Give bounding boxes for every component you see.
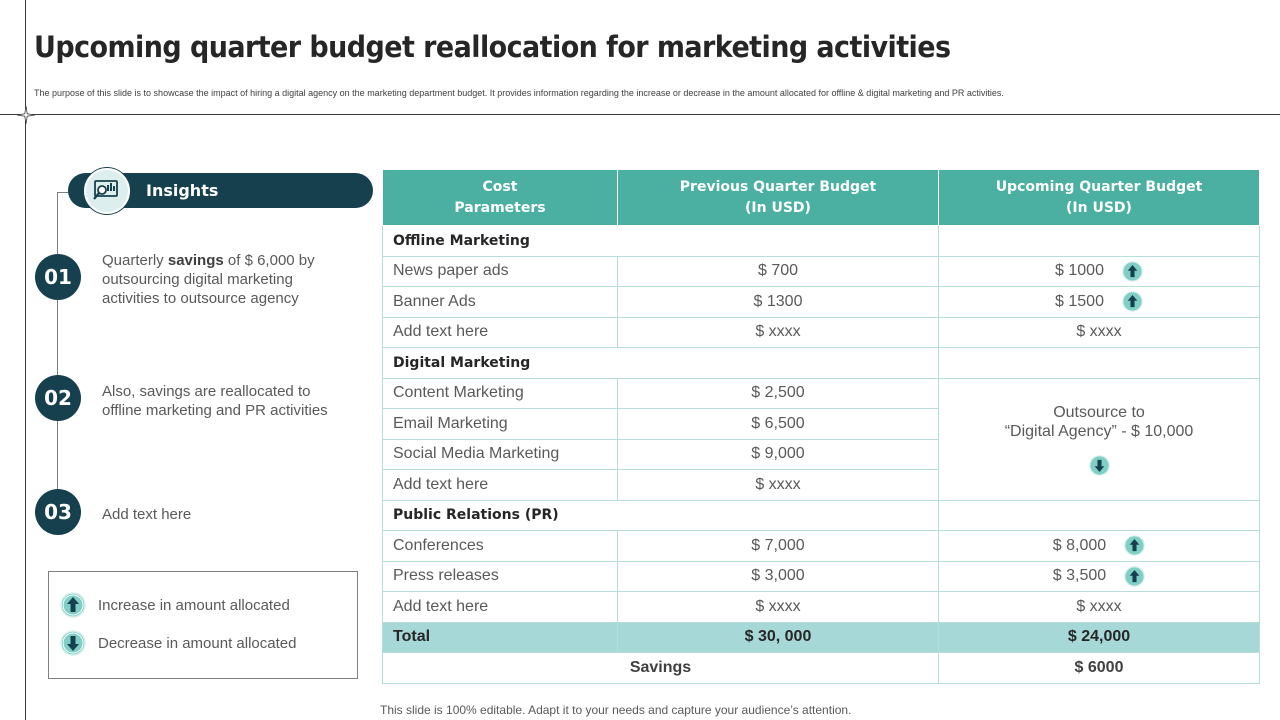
- analytics-monitor-icon: [84, 168, 130, 214]
- insight-number-3: 03: [35, 489, 81, 535]
- slide-subtitle: The purpose of this slide is to showcase…: [34, 88, 1004, 98]
- footer-note: This slide is 100% editable. Adapt it to…: [380, 703, 852, 717]
- table-row: News paper ads $ 700 $ 1000: [382, 255, 1260, 287]
- header-upcoming-budget: Upcoming Quarter Budget (In USD): [938, 169, 1260, 226]
- row-up: $ xxxx: [938, 591, 1260, 623]
- savings-label: Savings: [382, 652, 939, 684]
- row-prev: $ xxxx: [617, 316, 939, 348]
- row-prev: $ 7,000: [617, 530, 939, 562]
- section-offline-label: Offline Marketing: [382, 225, 939, 257]
- total-row: Total $ 30, 000 $ 24,000: [382, 621, 1260, 653]
- legend-increase: Increase in amount allocated: [60, 592, 290, 618]
- row-name: Add text here: [382, 591, 618, 623]
- arrow-up-circle-icon: [60, 592, 86, 618]
- table-row: Add text here $ xxxx $ xxxx: [382, 591, 1260, 623]
- row-prev: $ xxxx: [617, 591, 939, 623]
- insight-text-3: Add text here: [102, 506, 192, 523]
- row-prev: $ 1300: [617, 286, 939, 318]
- header-cost-parameters: Cost Parameters: [382, 169, 618, 226]
- table-row: Press releases $ 3,000 $ 3,500: [382, 560, 1260, 592]
- row-up: $ 8,000: [938, 530, 1260, 562]
- timeline-connector: [57, 192, 58, 512]
- arrow-down-circle-icon: [60, 630, 86, 656]
- savings-row: Savings $ 6000: [382, 652, 1260, 684]
- total-prev: $ 30, 000: [617, 621, 939, 653]
- header-previous-budget: Previous Quarter Budget (In USD): [617, 169, 939, 226]
- row-prev: $ 700: [617, 255, 939, 287]
- timeline-connector-top: [57, 192, 71, 193]
- legend-box: [48, 571, 358, 679]
- table-row: Social Media Marketing $ 9,000: [382, 438, 1260, 470]
- sparkle-icon: [17, 106, 35, 124]
- merged-line-1: Outsource to: [1053, 403, 1145, 421]
- row-up: $ 3,500: [938, 560, 1260, 592]
- row-name: Banner Ads: [382, 286, 618, 318]
- table-row: Banner Ads $ 1300 $ 1500: [382, 286, 1260, 318]
- insight-text-1-bold: savings: [167, 252, 224, 269]
- total-up: $ 24,000: [938, 621, 1260, 653]
- row-prev: $ 3,000: [617, 560, 939, 592]
- row-name: Email Marketing: [382, 408, 618, 440]
- table-header-row: Cost Parameters Previous Quarter Budget (I…: [382, 169, 1260, 226]
- arrow-up-circle-icon: [1122, 291, 1143, 313]
- insight-number-1: 01: [35, 254, 81, 300]
- insight-text-2: Also, savings are reallocated to offline…: [102, 383, 328, 419]
- row-name: Social Media Marketing: [382, 438, 618, 470]
- row-up: $ 1000: [938, 255, 1260, 287]
- frame-horizontal-line: [0, 114, 1280, 115]
- insights-header: Insights: [146, 181, 219, 200]
- frame-vertical-line: [25, 0, 26, 720]
- row-prev: $ 2,500: [617, 377, 939, 409]
- table-row: Add text here $ xxxx $ xxxx: [382, 316, 1260, 348]
- row-prev: $ 6,500: [617, 408, 939, 440]
- arrow-up-circle-icon: [1124, 535, 1145, 557]
- section-pr-label: Public Relations (PR): [382, 499, 939, 531]
- section-row-offline: Offline Marketing: [382, 225, 1260, 257]
- row-name: Add text here: [382, 316, 618, 348]
- legend-decrease: Decrease in amount allocated: [60, 630, 296, 656]
- row-prev: $ xxxx: [617, 469, 939, 501]
- row-name: Content Marketing: [382, 377, 618, 409]
- table-row: Add text here $ xxxx: [382, 469, 1260, 501]
- row-name: News paper ads: [382, 255, 618, 287]
- row-name: Conferences: [382, 530, 618, 562]
- budget-table: Cost Parameters Previous Quarter Budget (I…: [382, 169, 1260, 684]
- row-up: $ 1500: [938, 286, 1260, 318]
- savings-value: $ 6000: [938, 652, 1260, 684]
- table-row: Conferences $ 7,000 $ 8,000: [382, 530, 1260, 562]
- table-row: Content Marketing $ 2,500 Outsource to “…: [382, 377, 1260, 501]
- row-name: Add text here: [382, 469, 618, 501]
- row-prev: $ 9,000: [617, 438, 939, 470]
- arrow-down-circle-icon: [1088, 454, 1110, 476]
- insight-number-2: 02: [35, 375, 81, 421]
- section-digital-label: Digital Marketing: [382, 347, 939, 379]
- row-name: Press releases: [382, 560, 618, 592]
- arrow-up-circle-icon: [1124, 565, 1145, 587]
- merged-line-2: “Digital Agency” - $ 10,000: [1004, 422, 1194, 440]
- insight-text-1: Quarterly savings of $ 6,000 by outsourc…: [102, 252, 315, 307]
- section-row-digital: Digital Marketing: [382, 347, 1260, 379]
- total-label: Total: [382, 621, 618, 653]
- digital-merged-cell: Outsource to “Digital Agency” - $ 10,000: [938, 377, 1260, 501]
- legend-increase-label: Increase in amount allocated: [98, 596, 290, 614]
- slide-title: Upcoming quarter budget reallocation for…: [34, 30, 951, 64]
- section-row-pr: Public Relations (PR): [382, 499, 1260, 531]
- row-up: $ xxxx: [938, 316, 1260, 348]
- arrow-up-circle-icon: [1122, 260, 1143, 282]
- legend-decrease-label: Decrease in amount allocated: [98, 634, 297, 652]
